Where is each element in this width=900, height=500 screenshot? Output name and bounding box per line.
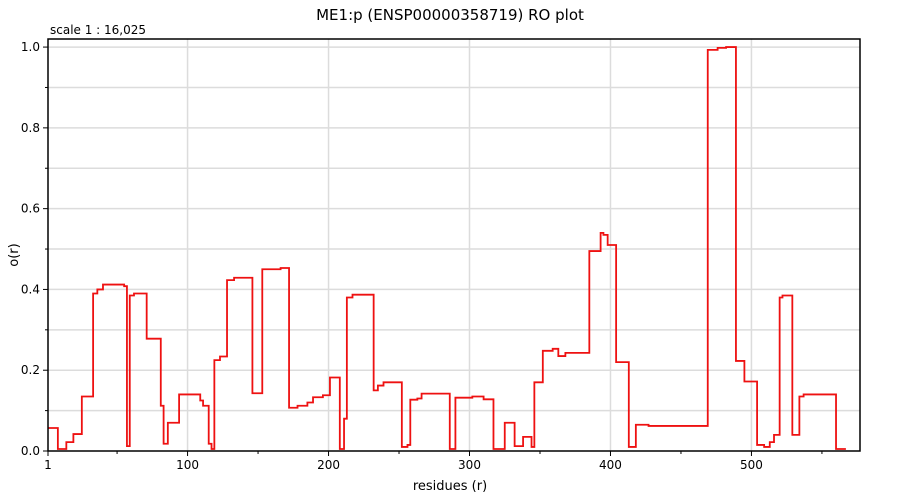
x-tick-label: 500 xyxy=(740,458,763,472)
y-tick-label: 0.0 xyxy=(21,444,40,458)
x-tick-label: 1 xyxy=(44,458,52,472)
x-tick-label: 300 xyxy=(458,458,481,472)
x-tick-label: 400 xyxy=(599,458,622,472)
y-tick-label: 1.0 xyxy=(21,40,40,54)
y-tick-label: 0.6 xyxy=(21,202,40,216)
chart-title: ME1:p (ENSP00000358719) RO plot xyxy=(316,6,584,24)
y-tick-label: 0.2 xyxy=(21,363,40,377)
plot-frame xyxy=(47,38,861,452)
series-layer xyxy=(48,46,846,450)
x-tick-label: 100 xyxy=(176,458,199,472)
y-tick-label: 0.4 xyxy=(21,282,40,296)
grid-lines xyxy=(48,39,860,451)
ro-series-line xyxy=(48,46,846,450)
x-axis-label: residues (r) xyxy=(413,479,487,494)
y-axis-label: o(r) xyxy=(7,243,22,266)
axis-ticks: 1 100 200 300 400 500 0.0 0.2 0.4 0.6 0.8 1.0 xyxy=(21,40,823,472)
y-tick-label: 0.8 xyxy=(21,121,40,135)
x-tick-label: 200 xyxy=(317,458,340,472)
scale-label: scale 1 : 16,025 xyxy=(50,23,147,37)
